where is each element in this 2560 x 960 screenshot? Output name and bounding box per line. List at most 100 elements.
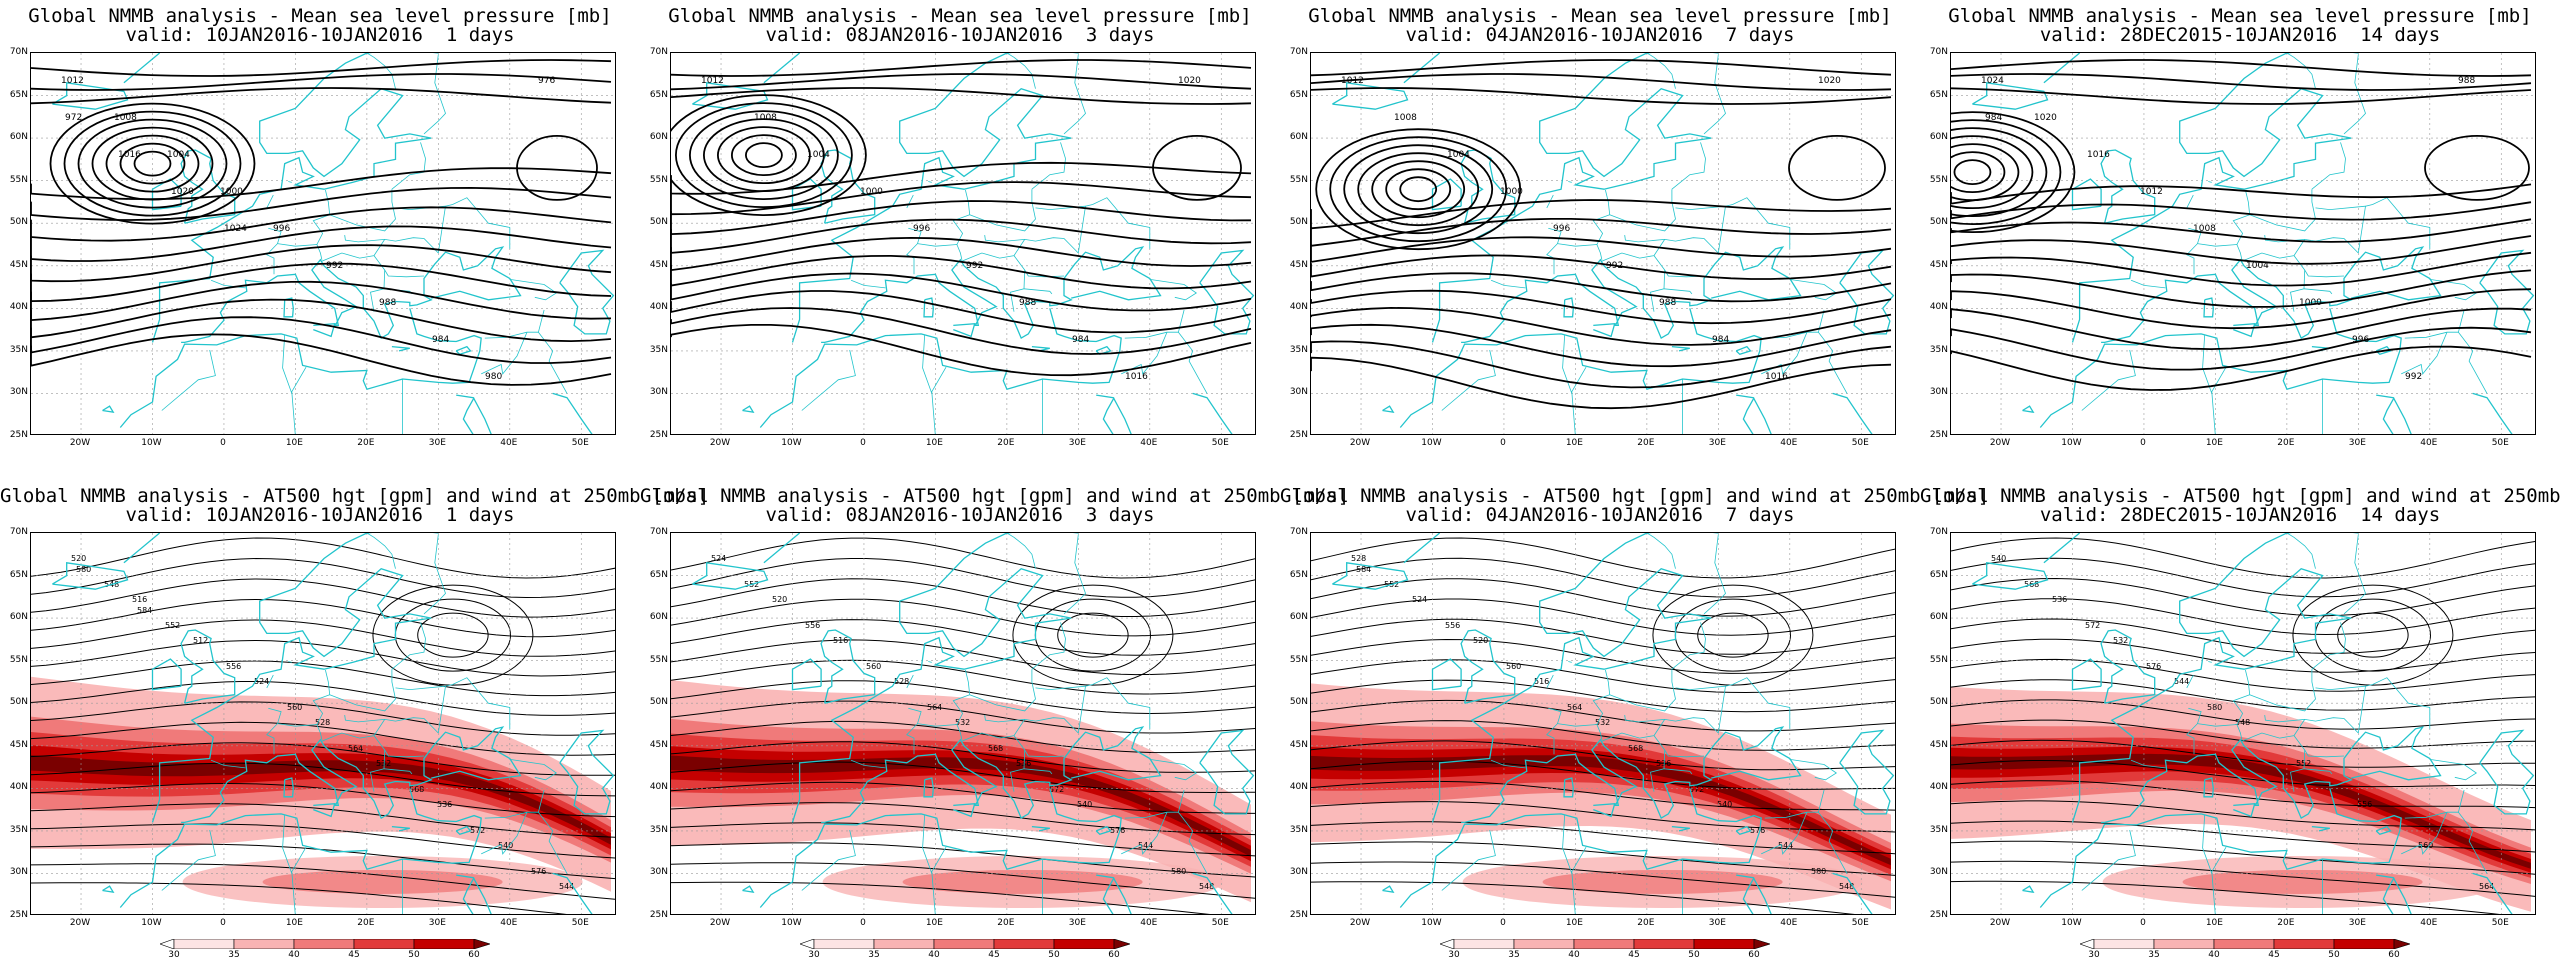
lon-label: 30E (2348, 918, 2366, 928)
isobar-line (671, 254, 1252, 290)
isobar-line (1311, 218, 1892, 247)
isobar-line (1311, 59, 1892, 77)
lon-label: 20E (357, 438, 375, 448)
isobar-label: 1012 (1341, 76, 1364, 86)
lat-label: 30N (649, 387, 668, 398)
isobar-ring (671, 94, 867, 217)
lat-label: 60N (1929, 612, 1948, 623)
contour-label: 576 (1750, 826, 1765, 835)
mslp-7-graticule (1311, 53, 1895, 434)
panel-subtitle: valid: 28DEC2015-10JAN2016 14 days (2039, 504, 2441, 526)
lat-label: 65N (1289, 89, 1308, 100)
contour-label: 556 (226, 662, 241, 671)
colorbar-max-arrow (1753, 939, 1770, 949)
colorbar-swatch (933, 939, 995, 949)
lat-label: 55N (649, 174, 668, 185)
contour-label: 536 (1656, 759, 1671, 768)
lon-label: 40E (1140, 918, 1158, 928)
height-contour (1311, 659, 1895, 694)
height-contour (1951, 840, 2535, 875)
isobar-labels-mslp-14: 1024 1020 1016 1012 1008 1004 1000 996 992 988 984 (1981, 76, 2475, 382)
height-contour (31, 721, 615, 756)
isobar-line (671, 73, 1252, 91)
lat-label: 45N (649, 259, 668, 270)
mslp-3-coastlines (692, 53, 1255, 434)
map-canvas: 1012 1008 1004 1000 996 992 988 984 1016 1020 (1311, 53, 1895, 434)
colorbar-swatch (1693, 939, 1755, 949)
isobar-line (31, 87, 612, 105)
colorbar-tick: 30 (2088, 950, 2100, 960)
colorbar-tick: 40 (1568, 950, 1580, 960)
colorbar-tick: 60 (1748, 950, 1760, 960)
isobar-label: 1020 (171, 187, 194, 197)
height-contour (1311, 821, 1895, 855)
map-frame: 524 520 516 528 532 536 540 544 548 552 556 560 564 5… (670, 532, 1256, 915)
isobar-line (1951, 345, 2532, 391)
isobars-mslp-3 (671, 59, 1252, 377)
height-contour (1951, 739, 2535, 768)
isobar-label: 992 (326, 261, 343, 271)
wind-shading-z500-3 (671, 680, 1251, 908)
height-contour (1951, 679, 2535, 711)
height-contour (1311, 841, 1895, 876)
map-canvas: 5245205165285325365405445485525565605645… (671, 533, 1255, 914)
isobar-label: 1008 (114, 113, 137, 123)
mslp-3-borders (801, 53, 1208, 434)
lon-label: 20E (2277, 918, 2295, 928)
colorbar-tick: 60 (2388, 950, 2400, 960)
isobar-line (671, 181, 1252, 216)
height-contour-ring (2337, 612, 2409, 658)
colorbar-swatch (2333, 939, 2395, 949)
mslp-7-coastlines (1332, 53, 1895, 434)
mslp-3-graticule (671, 53, 1255, 434)
contour-label: 540 (498, 841, 513, 850)
lon-label: 20E (997, 918, 1015, 928)
isobar-label: 1012 (61, 76, 84, 86)
height-contour (1951, 598, 2535, 636)
isobar-ring (63, 110, 242, 217)
z500-14-borders (2081, 533, 2488, 914)
isobar-line (1311, 323, 1892, 368)
lat-label: 40N (9, 782, 28, 793)
height-contour (31, 681, 615, 716)
map-canvas: 1024 1020 1016 1012 1008 1004 1000 996 992 988 984 (1951, 53, 2535, 434)
map-frame: 1024 1020 1016 1012 1008 1004 1000 996 992 988 984 (1950, 52, 2536, 435)
contour-label: 544 (559, 882, 574, 891)
height-contour (671, 781, 1255, 814)
contour-label: 564 (348, 744, 363, 753)
contour-label: 524 (254, 677, 269, 686)
isobar-label: 988 (2458, 76, 2475, 86)
lon-label: 0 (1500, 438, 1506, 448)
lon-label: 30E (1708, 438, 1726, 448)
height-contour (1311, 720, 1895, 751)
isobar-label: 988 (1019, 298, 1036, 308)
height-contour (31, 782, 615, 818)
contour-label: 524 (1412, 595, 1427, 604)
lat-label: 35N (1289, 824, 1308, 835)
colorbar-swatch (993, 939, 1055, 949)
colorbar-min-arrow (1440, 939, 1455, 949)
map-panel-mslp-1: Global NMMB analysis - Mean sea level pr… (0, 0, 640, 480)
lat-label: 30N (1929, 387, 1948, 398)
isobar-ring (1399, 176, 1438, 203)
lat-label: 60N (649, 612, 668, 623)
isobar-labels-mslp-7: 1012 1008 1004 1000 996 992 988 984 1016 1020 (1341, 76, 1841, 382)
colorbar-scale (800, 939, 1130, 949)
lat-label: 55N (9, 654, 28, 665)
jet-band (1951, 753, 2531, 869)
contour-label: 576 (1110, 826, 1125, 835)
isobar-label: 992 (966, 261, 983, 271)
isobar-line (31, 59, 612, 77)
height-contour (671, 578, 1255, 617)
contour-label: 532 (955, 718, 970, 727)
isobar-ring (77, 118, 228, 209)
isobar-ring (133, 150, 172, 177)
isobar-line (1951, 73, 2532, 91)
lat-label: 60N (9, 132, 28, 143)
height-contour (31, 619, 615, 657)
colorbar-tick: 30 (1448, 950, 1460, 960)
isobar-line (31, 280, 612, 322)
lon-label: 10W (2061, 438, 2082, 448)
isobar-line (1311, 289, 1892, 325)
